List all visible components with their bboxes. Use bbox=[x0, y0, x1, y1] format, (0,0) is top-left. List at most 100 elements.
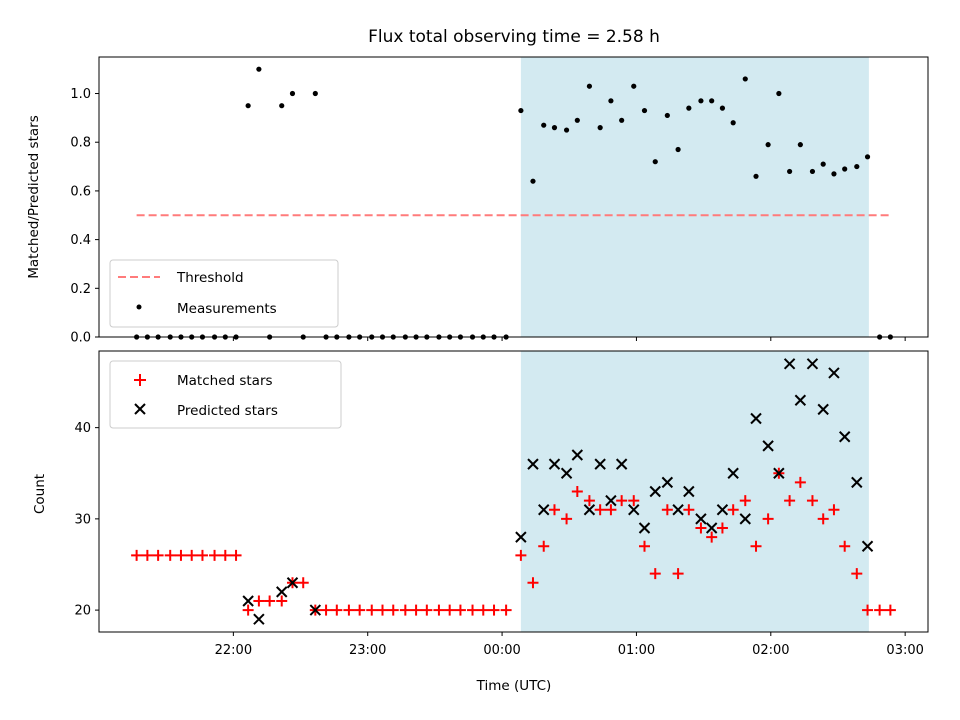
matched-star-point bbox=[264, 595, 276, 607]
matched-star-point bbox=[219, 549, 231, 561]
top-y-tick-label: 0.4 bbox=[70, 233, 91, 248]
predicted-star-point bbox=[794, 394, 807, 406]
measurement-point bbox=[312, 90, 318, 97]
measurement-point bbox=[245, 103, 251, 109]
measurement-point bbox=[518, 107, 524, 114]
top-y-axis-label: Matched/Predicted stars bbox=[26, 115, 42, 278]
matched-star-point bbox=[230, 549, 242, 561]
matched-star-point bbox=[354, 604, 366, 616]
matched-star-point bbox=[661, 504, 673, 516]
measurement-point bbox=[864, 154, 871, 160]
bottom-y-tick-label: 20 bbox=[74, 604, 91, 619]
x-tick-label: 01:00 bbox=[618, 643, 655, 658]
predicted-star-point bbox=[253, 613, 265, 625]
matched-star-point bbox=[276, 595, 288, 607]
matched-star-point bbox=[583, 495, 595, 507]
bottom-y-axis-label: Count bbox=[32, 474, 48, 514]
measurement-point bbox=[551, 125, 558, 131]
matched-star-point bbox=[594, 504, 606, 516]
matched-star-point bbox=[862, 604, 874, 616]
matched-star-point bbox=[376, 604, 388, 616]
x-tick-label: 00:00 bbox=[483, 643, 520, 658]
top-legend-box bbox=[109, 259, 339, 328]
matched-star-point bbox=[152, 549, 164, 561]
matched-star-point bbox=[410, 604, 422, 616]
matched-star-point bbox=[628, 495, 640, 507]
predicted-star-point bbox=[594, 458, 606, 470]
matched-star-point bbox=[762, 513, 774, 525]
x-tick-label: 23:00 bbox=[349, 643, 386, 658]
predicted-star-point bbox=[242, 595, 254, 607]
matched-star-point bbox=[477, 604, 489, 616]
predicted-star-point bbox=[649, 485, 661, 498]
matched-star-point bbox=[548, 504, 560, 516]
measurement-point bbox=[597, 125, 603, 131]
matched-star-point bbox=[515, 549, 527, 561]
matched-star-point bbox=[639, 540, 651, 552]
predicted-star-point bbox=[527, 458, 539, 470]
bottom-y-ticks: 20 30 40 bbox=[74, 421, 99, 619]
predicted-star-point bbox=[762, 440, 774, 452]
matched-star-point bbox=[454, 604, 466, 616]
measurement-point bbox=[776, 90, 782, 97]
bottom-panel: 20 30 40 22:00 23:00 00:00 01:00 02:00 03:00 Co… bbox=[32, 350, 929, 694]
predicted-star-point bbox=[806, 358, 819, 370]
matched-star-point bbox=[320, 604, 332, 616]
top-panel: 0.0 0.2 0.4 0.6 0.8 1.0 Matched/Predicted sta… bbox=[26, 56, 929, 346]
matched-star-point bbox=[794, 476, 806, 488]
matched-star-point bbox=[527, 577, 539, 589]
measurement-point bbox=[831, 171, 837, 177]
matched-star-point bbox=[467, 604, 479, 616]
matched-star-point bbox=[175, 549, 187, 561]
matched-star-point bbox=[874, 604, 886, 616]
matched-star-point bbox=[131, 549, 143, 561]
predicted-star-point bbox=[661, 476, 674, 489]
predicted-star-point bbox=[628, 504, 640, 516]
measurement-point bbox=[698, 98, 704, 104]
matched-star-point bbox=[605, 504, 617, 516]
measurement-point bbox=[820, 161, 826, 167]
predicted-star-point bbox=[828, 367, 840, 379]
predicted-star-point bbox=[773, 467, 785, 479]
predicted-stars-points bbox=[242, 358, 874, 625]
predicted-star-point bbox=[286, 577, 299, 589]
matched-star-point bbox=[196, 549, 208, 561]
measurement-point bbox=[742, 76, 748, 82]
matched-star-point bbox=[366, 604, 378, 616]
matched-star-point bbox=[739, 495, 751, 507]
top-highlight-rect bbox=[520, 57, 869, 337]
measurements-legend-swatch bbox=[136, 304, 142, 310]
matched-star-point bbox=[488, 604, 500, 616]
x-tick-label: 22:00 bbox=[215, 643, 252, 658]
top-x-ticks bbox=[232, 337, 906, 341]
top-y-tick-label: 1.0 bbox=[70, 87, 91, 102]
top-y-ticks: 0.0 0.2 0.4 0.6 0.8 1.0 bbox=[70, 87, 99, 346]
predicted-star-point bbox=[817, 403, 829, 416]
predicted-star-point bbox=[309, 604, 322, 616]
measurement-point bbox=[652, 159, 658, 165]
measurement-point bbox=[530, 178, 536, 184]
matched-star-point bbox=[695, 522, 707, 534]
measurement-point bbox=[664, 112, 670, 119]
predicted-star-point bbox=[683, 485, 695, 498]
measurement-point bbox=[675, 146, 681, 153]
matched-star-point bbox=[343, 604, 355, 616]
matched-legend-label: Matched stars bbox=[177, 373, 273, 389]
top-legend: Threshold Measurements bbox=[109, 259, 339, 328]
measurements-legend-label: Measurements bbox=[177, 301, 277, 317]
predicted-star-point bbox=[276, 586, 288, 598]
measurement-point bbox=[608, 98, 614, 104]
x-tick-label: 03:00 bbox=[886, 643, 923, 658]
matched-star-point bbox=[538, 540, 550, 552]
measurement-point bbox=[787, 168, 793, 175]
measurement-point bbox=[730, 120, 736, 126]
matched-star-point bbox=[828, 504, 840, 516]
predicted-star-point bbox=[716, 504, 729, 516]
matched-star-point bbox=[706, 531, 718, 543]
matched-star-point bbox=[433, 604, 445, 616]
matched-star-point bbox=[387, 604, 399, 616]
top-highlight-span bbox=[520, 57, 869, 337]
matched-star-point bbox=[500, 604, 512, 616]
measurement-point bbox=[641, 107, 648, 114]
